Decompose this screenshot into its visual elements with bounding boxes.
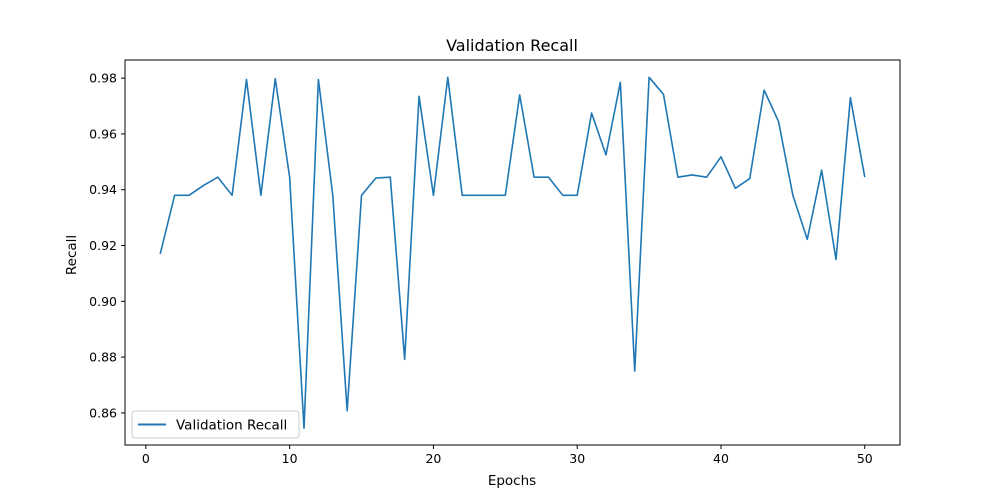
x-tick-label: 0	[142, 451, 150, 466]
legend-frame	[131, 410, 300, 439]
legend: Validation Recall	[131, 410, 300, 439]
y-tick-label: 0.96	[89, 126, 117, 141]
legend-entry-label: Validation Recall	[176, 418, 287, 434]
y-tick-label: 0.88	[89, 350, 117, 365]
series-line-0	[159, 76, 866, 430]
x-tick-label: 10	[282, 451, 298, 466]
y-axis-label: Recall	[64, 235, 80, 275]
plot-area: 0 10 20 30 40 50 0.86 0.88 0.90 0.92 0.94 0.96 0.98	[89, 59, 901, 466]
chart-title: Validation Recall	[446, 36, 578, 55]
x-tick-label: 40	[713, 451, 729, 466]
x-tick-label: 20	[425, 451, 441, 466]
x-tick-label: 50	[857, 451, 873, 466]
y-tick-label: 0.90	[89, 294, 117, 309]
y-tick-label: 0.98	[89, 71, 117, 86]
x-tick-label: 30	[569, 451, 585, 466]
x-axis-label: Epochs	[488, 473, 536, 489]
y-tick-label: 0.92	[89, 238, 117, 253]
y-tick-label: 0.86	[89, 405, 117, 420]
y-tick-label: 0.94	[89, 182, 117, 197]
axes-frame	[124, 59, 901, 446]
